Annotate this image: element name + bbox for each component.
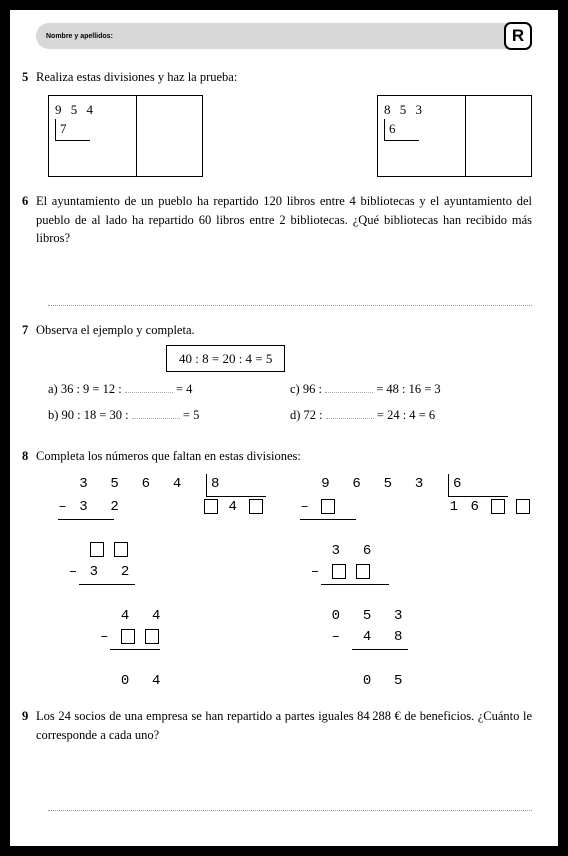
q7-example: 40 : 8 = 20 : 4 = 5: [166, 345, 285, 373]
dividend-a: 9 5 4: [55, 102, 96, 117]
q8-number: 8: [22, 447, 36, 466]
q7c-label: c) 96 :: [290, 382, 322, 396]
ld-q: 4: [228, 499, 238, 515]
long-division-right: 9 6 5 3 6 – 1 6 3 6 – 0 5 3 – 4 8 0 5: [290, 474, 532, 693]
ld-row: 0 5 3: [332, 608, 405, 624]
ld-row: 0 4: [121, 673, 163, 689]
q7a-ans: = 4: [176, 382, 192, 396]
division-box-a: 9 5 4 7: [48, 95, 203, 177]
q7-number: 7: [22, 321, 36, 340]
digit-box[interactable]: [114, 542, 128, 557]
ld-row: 4 4: [121, 608, 163, 624]
ld-row: 3 2: [90, 564, 132, 580]
proof-box-a[interactable]: [136, 96, 202, 176]
name-field[interactable]: Nombre y apellidos:: [36, 23, 520, 49]
q7-text: Observa el ejemplo y completa.: [36, 323, 195, 337]
header: Nombre y apellidos: R: [36, 22, 532, 50]
digit-box[interactable]: [204, 499, 218, 514]
q5-text: Realiza estas divisiones y haz la prueba…: [36, 70, 237, 84]
q9-number: 9: [22, 707, 36, 726]
level-badge: R: [504, 22, 532, 50]
proof-box-b[interactable]: [465, 96, 531, 176]
rule: [58, 519, 114, 520]
ld-dividend: 3 5 6 4: [79, 476, 183, 492]
q7b-label: b) 90 : 18 = 30 :: [48, 408, 129, 422]
blank[interactable]: [125, 384, 173, 393]
ld-q: 1 6: [450, 499, 481, 515]
q9-answer-line[interactable]: [48, 755, 532, 811]
ld-divisor: 6: [448, 474, 508, 498]
q6-answer-line[interactable]: [48, 258, 532, 306]
ld-divisor: 8: [206, 474, 266, 498]
digit-box[interactable]: [90, 542, 104, 557]
digit-box[interactable]: [249, 499, 263, 514]
rule: [352, 649, 408, 650]
ld-row: 0 5: [363, 673, 405, 689]
blank[interactable]: [326, 410, 374, 419]
q7c-ans: = 48 : 16 = 3: [376, 382, 440, 396]
ld-row: 3 6: [332, 543, 374, 559]
blank[interactable]: [132, 410, 180, 419]
ld-row: – 3 2: [58, 499, 120, 515]
q7d-ans: = 24 : 4 = 6: [377, 408, 435, 422]
q8-text: Completa los números que faltan en estas…: [36, 449, 301, 463]
division-box-b: 8 5 3 6: [377, 95, 532, 177]
digit-box[interactable]: [356, 564, 370, 579]
digit-box[interactable]: [332, 564, 346, 579]
rule: [321, 584, 389, 585]
digit-box[interactable]: [321, 499, 335, 514]
q6-number: 6: [22, 192, 36, 211]
digit-box[interactable]: [491, 499, 505, 514]
rule: [79, 584, 135, 585]
divisor-a: 7: [55, 119, 90, 141]
q7d-label: d) 72 :: [290, 408, 323, 422]
blank[interactable]: [325, 384, 373, 393]
ld-dividend: 9 6 5 3: [321, 476, 425, 492]
rule: [110, 649, 160, 650]
q6-text: El ayuntamiento de un pueblo ha repartid…: [36, 194, 532, 246]
q7b-ans: = 5: [183, 408, 199, 422]
digit-box[interactable]: [121, 629, 135, 644]
digit-box[interactable]: [145, 629, 159, 644]
q5-number: 5: [22, 68, 36, 87]
dividend-b: 8 5 3: [384, 102, 425, 117]
question-5: 5Realiza estas divisiones y haz la prueb…: [36, 68, 532, 177]
divisor-b: 6: [384, 119, 419, 141]
worksheet-page: Nombre y apellidos: R 5Realiza estas div…: [10, 10, 558, 846]
long-division-left: 3 5 6 4 8 – 3 2 4 – 3 2 4 4 – 0 4: [48, 474, 290, 693]
question-9: 9Los 24 socios de una empresa se han rep…: [36, 707, 532, 811]
name-label: Nombre y apellidos:: [46, 33, 113, 40]
question-8: 8 Completa los números que faltan en esta…: [36, 447, 532, 693]
digit-box[interactable]: [516, 499, 530, 514]
q7a-label: a) 36 : 9 = 12 :: [48, 382, 122, 396]
q9-text: Los 24 socios de una empresa se han repa…: [36, 709, 532, 742]
rule: [300, 519, 356, 520]
question-7: 7Observa el ejemplo y completa. 40 : 8 =…: [36, 321, 532, 432]
question-6: 6El ayuntamiento de un pueblo ha reparti…: [36, 192, 532, 306]
ld-row: – 4 8: [332, 629, 405, 645]
